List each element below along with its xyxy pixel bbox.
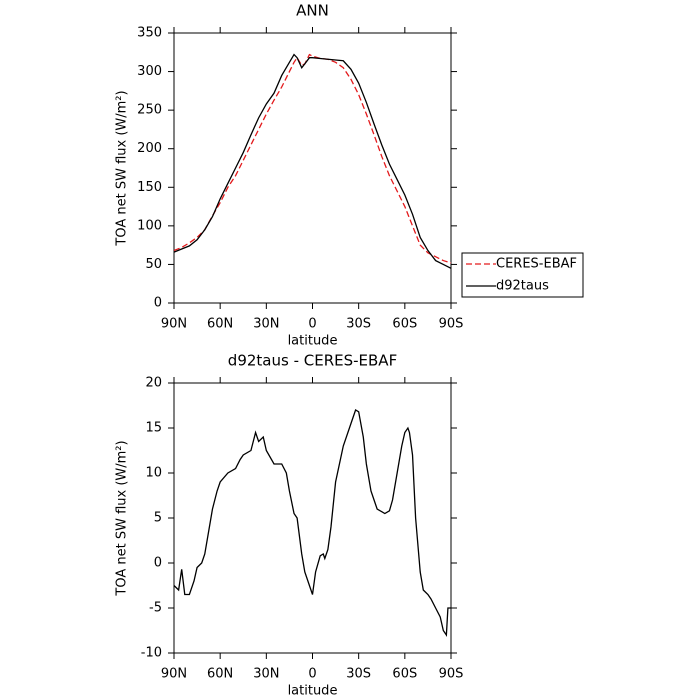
y-tick-label: 50 [145, 257, 162, 272]
plot-frame [173, 382, 452, 654]
x-tick-label: 90N [161, 317, 187, 332]
plot-frame [173, 32, 452, 304]
x-tick-label: 30N [253, 317, 279, 332]
y-tick-label: 150 [137, 180, 162, 195]
x-axis-label: latitude [288, 684, 338, 699]
x-tick-label: 30N [253, 667, 279, 682]
legend-box [461, 252, 584, 298]
x-tick-label: 0 [308, 667, 316, 682]
y-tick-label: 300 [137, 64, 162, 79]
x-tick-label: 60S [392, 667, 417, 682]
y-tick-label: 200 [137, 141, 162, 156]
legend-label: CERES-EBAF [496, 257, 577, 272]
x-tick-label: 90S [439, 317, 464, 332]
y-tick-label: 5 [154, 511, 162, 526]
x-tick-label: 0 [308, 317, 316, 332]
legend-label: d92taus [496, 279, 549, 294]
y-tick-label: 0 [154, 296, 162, 311]
y-tick-label: 10 [145, 466, 162, 481]
y-axis-label: TOA net SW flux (W/m²) [115, 90, 130, 246]
x-tick-label: 30S [346, 317, 371, 332]
y-tick-label: 350 [137, 26, 162, 41]
x-tick-label: 60S [392, 317, 417, 332]
data-line [173, 53, 452, 264]
chart-title: d92taus - CERES-EBAF [228, 352, 397, 370]
y-tick-label: 15 [145, 421, 162, 436]
y-tick-label: -5 [149, 601, 162, 616]
chart-title: ANN [296, 2, 329, 20]
y-tick-label: 250 [137, 103, 162, 118]
y-tick-label: 0 [154, 556, 162, 571]
x-tick-label: 60N [207, 317, 233, 332]
x-tick-label: 30S [346, 667, 371, 682]
x-axis-label: latitude [288, 334, 338, 349]
y-axis-label: TOA net SW flux (W/m²) [115, 440, 130, 596]
x-tick-label: 90N [161, 667, 187, 682]
data-line [173, 409, 451, 637]
y-tick-label: 20 [145, 376, 162, 391]
data-line [173, 53, 452, 269]
x-tick-label: 60N [207, 667, 233, 682]
x-tick-label: 90S [439, 667, 464, 682]
y-tick-label: 100 [137, 218, 162, 233]
y-tick-label: -10 [141, 646, 162, 661]
